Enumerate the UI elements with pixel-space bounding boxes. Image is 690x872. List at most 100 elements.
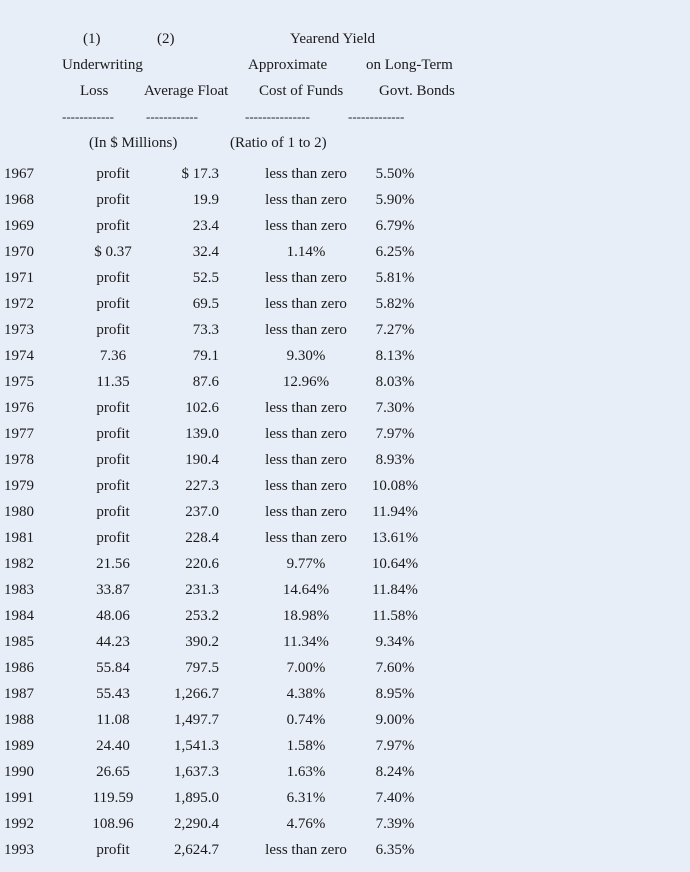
cost-of-funds-cell: less than zero [265,504,347,520]
year-cell: 1992 [4,816,34,832]
table-row: 1967 profit $ 17.3 less than zero 5.50% [0,161,690,187]
float-cell: 1,497.7 [174,712,219,728]
col3-header-line1: Approximate [248,57,328,73]
table-row: 1993 profit 2,624.7 less than zero 6.35% [0,837,690,863]
cost-of-funds-cell: 9.77% [286,556,326,572]
year-cell: 1991 [4,790,34,806]
table-row: 1992 108.96 2,290.4 4.76% 7.39% [0,811,690,837]
year-cell: 1974 [4,348,34,364]
table-row: 1987 55.43 1,266.7 4.38% 8.95% [0,681,690,707]
bond-yield-cell: 7.60% [375,660,415,676]
loss-cell: 55.43 [96,686,130,702]
cost-of-funds-cell: less than zero [265,842,347,858]
table-row: 1970 $ 0.37 32.4 1.14% 6.25% [0,239,690,265]
loss-cell: profit [96,478,130,494]
loss-cell: profit [96,296,130,312]
float-cell: 52.5 [192,270,219,286]
bond-yield-cell: 7.39% [375,816,415,832]
year-cell: 1978 [4,452,34,468]
float-cell: 228.4 [185,530,219,546]
col3-header-line2: Cost of Funds [259,83,344,99]
bond-yield-cell: 5.90% [375,192,415,208]
float-cell: 73.3 [192,322,219,338]
float-cell: 139.0 [185,426,219,442]
loss-cell: $ 0.37 [94,244,132,260]
float-cell: 231.3 [185,582,219,598]
cost-of-funds-cell: 9.30% [286,348,326,364]
float-cell: 2,624.7 [174,842,219,858]
bond-yield-cell: 6.25% [375,244,415,260]
bond-yield-cell: 8.24% [375,764,415,780]
loss-cell: profit [96,842,130,858]
loss-cell: 108.96 [92,816,134,832]
cost-of-funds-cell: 18.98% [282,608,330,624]
year-cell: 1989 [4,738,34,754]
table-row: 1982 21.56 220.6 9.77% 10.64% [0,551,690,577]
loss-cell: 48.06 [96,608,130,624]
table-row: 1989 24.40 1,541.3 1.58% 7.97% [0,733,690,759]
cost-of-funds-cell: 1.14% [286,244,326,260]
cost-of-funds-cell: 7.00% [286,660,326,676]
float-cell: 237.0 [185,504,219,520]
float-cell: 253.2 [185,608,219,624]
cost-of-funds-cell: less than zero [265,270,347,286]
loss-cell: 26.65 [96,764,130,780]
col1-number: (1) [83,31,101,47]
table-row: 1976 profit 102.6 less than zero 7.30% [0,395,690,421]
table-row: 1984 48.06 253.2 18.98% 11.58% [0,603,690,629]
loss-cell: 44.23 [96,634,130,650]
bond-yield-cell: 9.00% [375,712,415,728]
year-cell: 1976 [4,400,34,416]
bond-yield-cell: 8.03% [375,374,415,390]
bond-yield-cell: 10.64% [371,556,419,572]
units-label: (In $ Millions) [89,135,178,151]
table-row: 1990 26.65 1,637.3 1.63% 8.24% [0,759,690,785]
float-cell: 102.6 [185,400,219,416]
loss-cell: 11.08 [96,712,130,728]
cost-of-funds-cell: 1.58% [286,738,326,754]
cost-of-funds-cell: less than zero [265,400,347,416]
table-row: 1985 44.23 390.2 11.34% 9.34% [0,629,690,655]
table-row: 1974 7.36 79.1 9.30% 8.13% [0,343,690,369]
year-cell: 1971 [4,270,34,286]
table-row: 1986 55.84 797.5 7.00% 7.60% [0,655,690,681]
cost-of-funds-cell: less than zero [265,166,347,182]
table-row: 1975 11.35 87.6 12.96% 8.03% [0,369,690,395]
float-cell: 227.3 [185,478,219,494]
year-cell: 1970 [4,244,34,260]
year-cell: 1977 [4,426,34,442]
loss-cell: 21.56 [96,556,130,572]
float-cell: 19.9 [192,192,219,208]
float-cell: $ 17.3 [181,166,220,182]
year-cell: 1985 [4,634,34,650]
bond-yield-cell: 5.50% [375,166,415,182]
year-cell: 1983 [4,582,34,598]
year-cell: 1975 [4,374,34,390]
bond-yield-cell: 8.13% [375,348,415,364]
float-cell: 1,541.3 [174,738,219,754]
cost-of-funds-cell: 0.74% [286,712,326,728]
loss-cell: 11.35 [96,374,130,390]
col1-header-line2: Loss [80,83,109,99]
bond-yield-cell: 8.95% [375,686,415,702]
bond-yield-cell: 11.84% [372,582,418,598]
col2-number: (2) [157,31,175,47]
year-cell: 1969 [4,218,34,234]
year-cell: 1967 [4,166,34,182]
loss-cell: 119.59 [92,790,134,806]
float-cell: 1,637.3 [174,764,219,780]
float-cell: 32.4 [192,244,219,260]
col1-rule: ------------ [62,109,114,124]
col2-rule: ------------ [146,109,198,124]
year-cell: 1988 [4,712,34,728]
loss-cell: profit [96,400,130,416]
bond-yield-cell: 9.34% [375,634,415,650]
float-cell: 69.5 [192,296,219,312]
table-row: 1978 profit 190.4 less than zero 8.93% [0,447,690,473]
table-row: 1980 profit 237.0 less than zero 11.94% [0,499,690,525]
year-cell: 1990 [4,764,34,780]
loss-cell: 24.40 [96,738,130,754]
loss-cell: profit [96,192,130,208]
float-cell: 190.4 [185,452,219,468]
loss-cell: 55.84 [96,660,130,676]
